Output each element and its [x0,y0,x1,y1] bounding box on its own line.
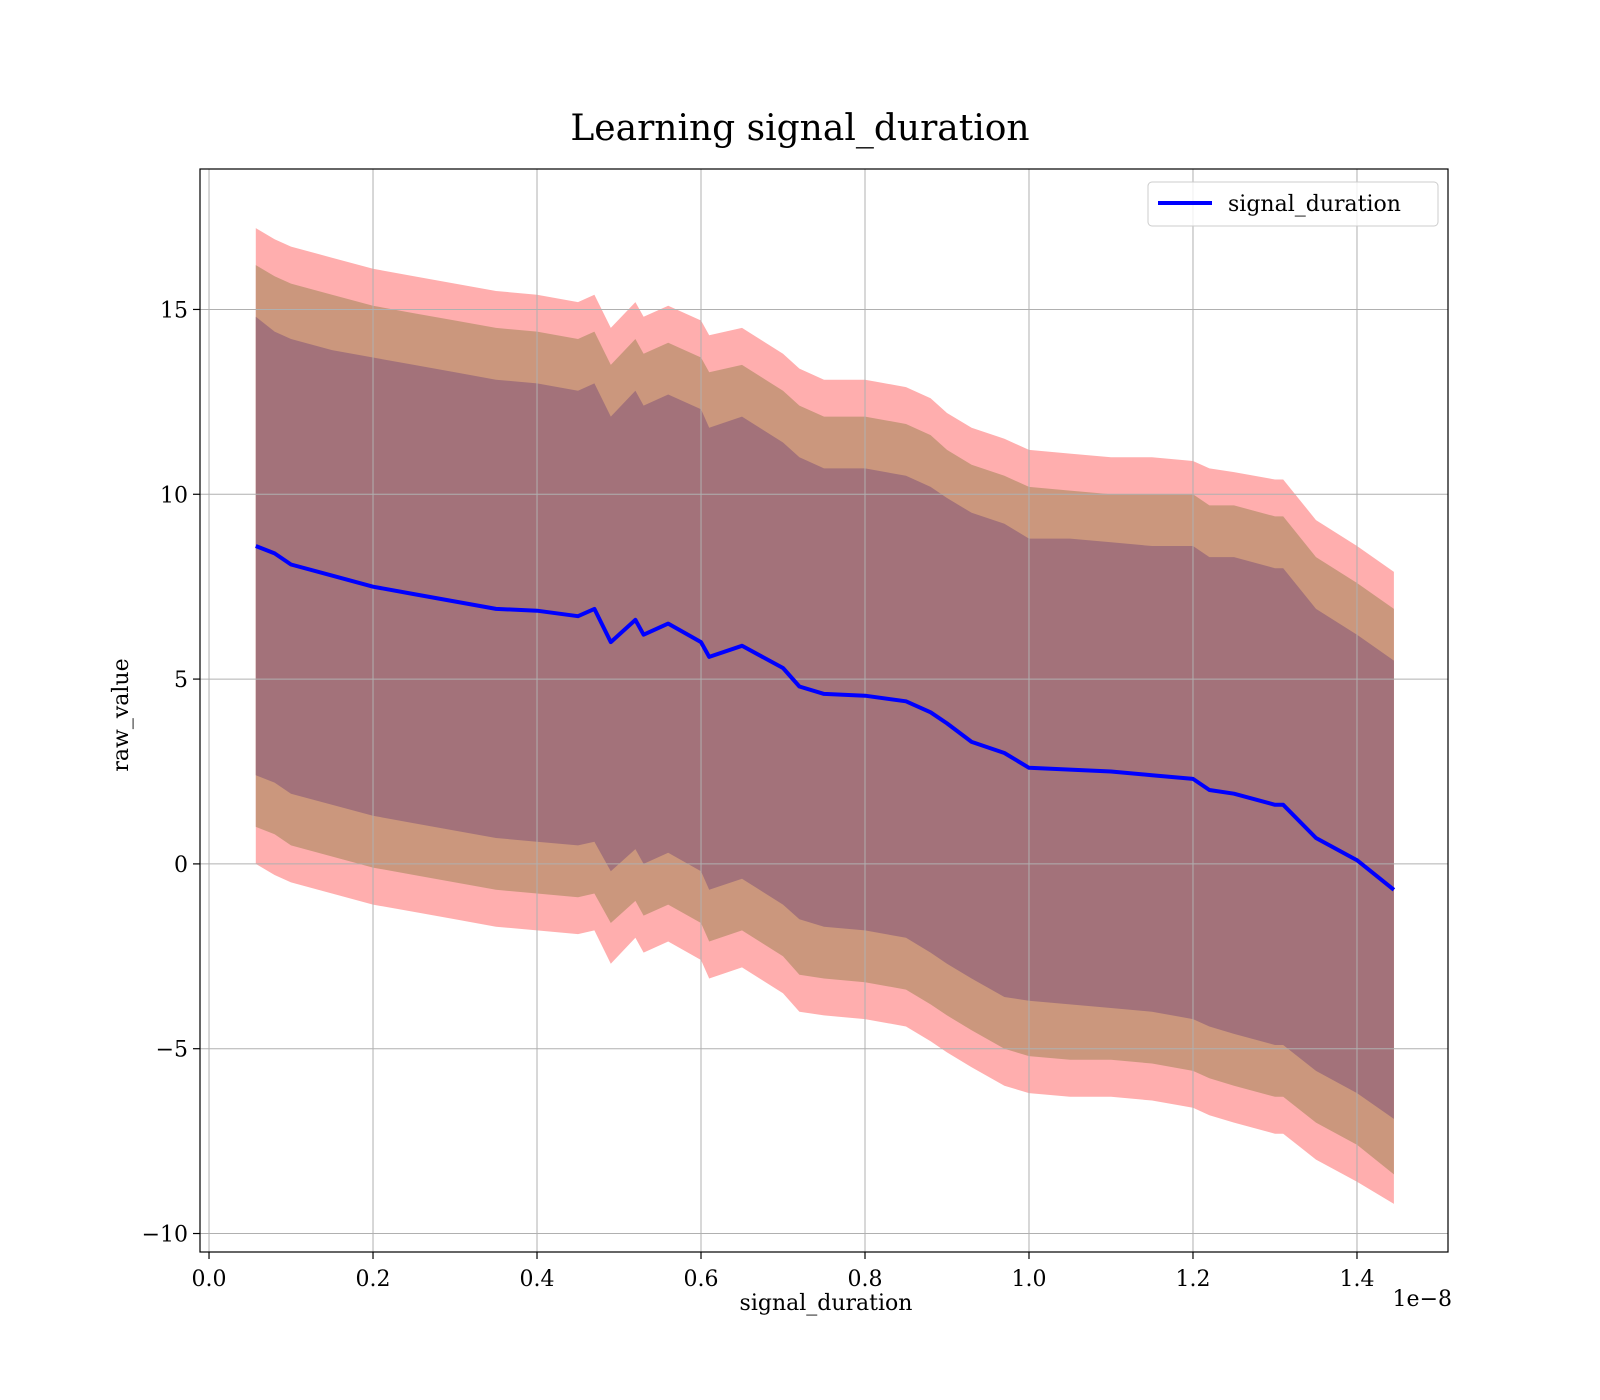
y-tick-label: 15 [160,298,188,323]
y-axis-label: raw_value [109,658,134,771]
series-line-signal-duration [255,544,1396,892]
legend-label-signal-duration: signal_duration [1228,192,1401,217]
x-tick-label: 0.8 [847,1267,882,1292]
x-axis-offset-label: 1e−8 [1393,1287,1452,1312]
grid [200,169,1448,1252]
legend: signal_duration [1147,181,1439,227]
y-tick-label: 0 [174,853,188,878]
x-axis-label: signal_duration [740,1291,913,1316]
x-tick-label: 0.6 [684,1267,719,1292]
x-tick-label: 0.2 [356,1267,391,1292]
y-tick-label: −10 [142,1223,188,1248]
x-tick-label: 0.0 [192,1267,227,1292]
x-tick-label: 1.2 [1175,1267,1210,1292]
y-axis-ticks: −10 −5 0 5 10 15 [142,298,200,1248]
x-axis-ticks: 0.0 0.2 0.4 0.6 0.8 1.0 1.2 1.4 [192,1252,1374,1292]
y-tick-label: −5 [156,1038,188,1063]
x-tick-label: 1.4 [1339,1267,1374,1292]
y-tick-label: 5 [174,668,188,693]
x-tick-label: 0.4 [520,1267,555,1292]
legend-box [1147,181,1439,227]
x-tick-label: 1.0 [1011,1267,1046,1292]
confidence-bands [255,228,1394,1204]
plot-frame [199,168,1449,1253]
band-1x [255,316,1394,1119]
y-tick-label: 10 [160,483,188,508]
series-lines [255,544,1396,892]
chart-title: Learning signal_duration [570,108,1029,149]
